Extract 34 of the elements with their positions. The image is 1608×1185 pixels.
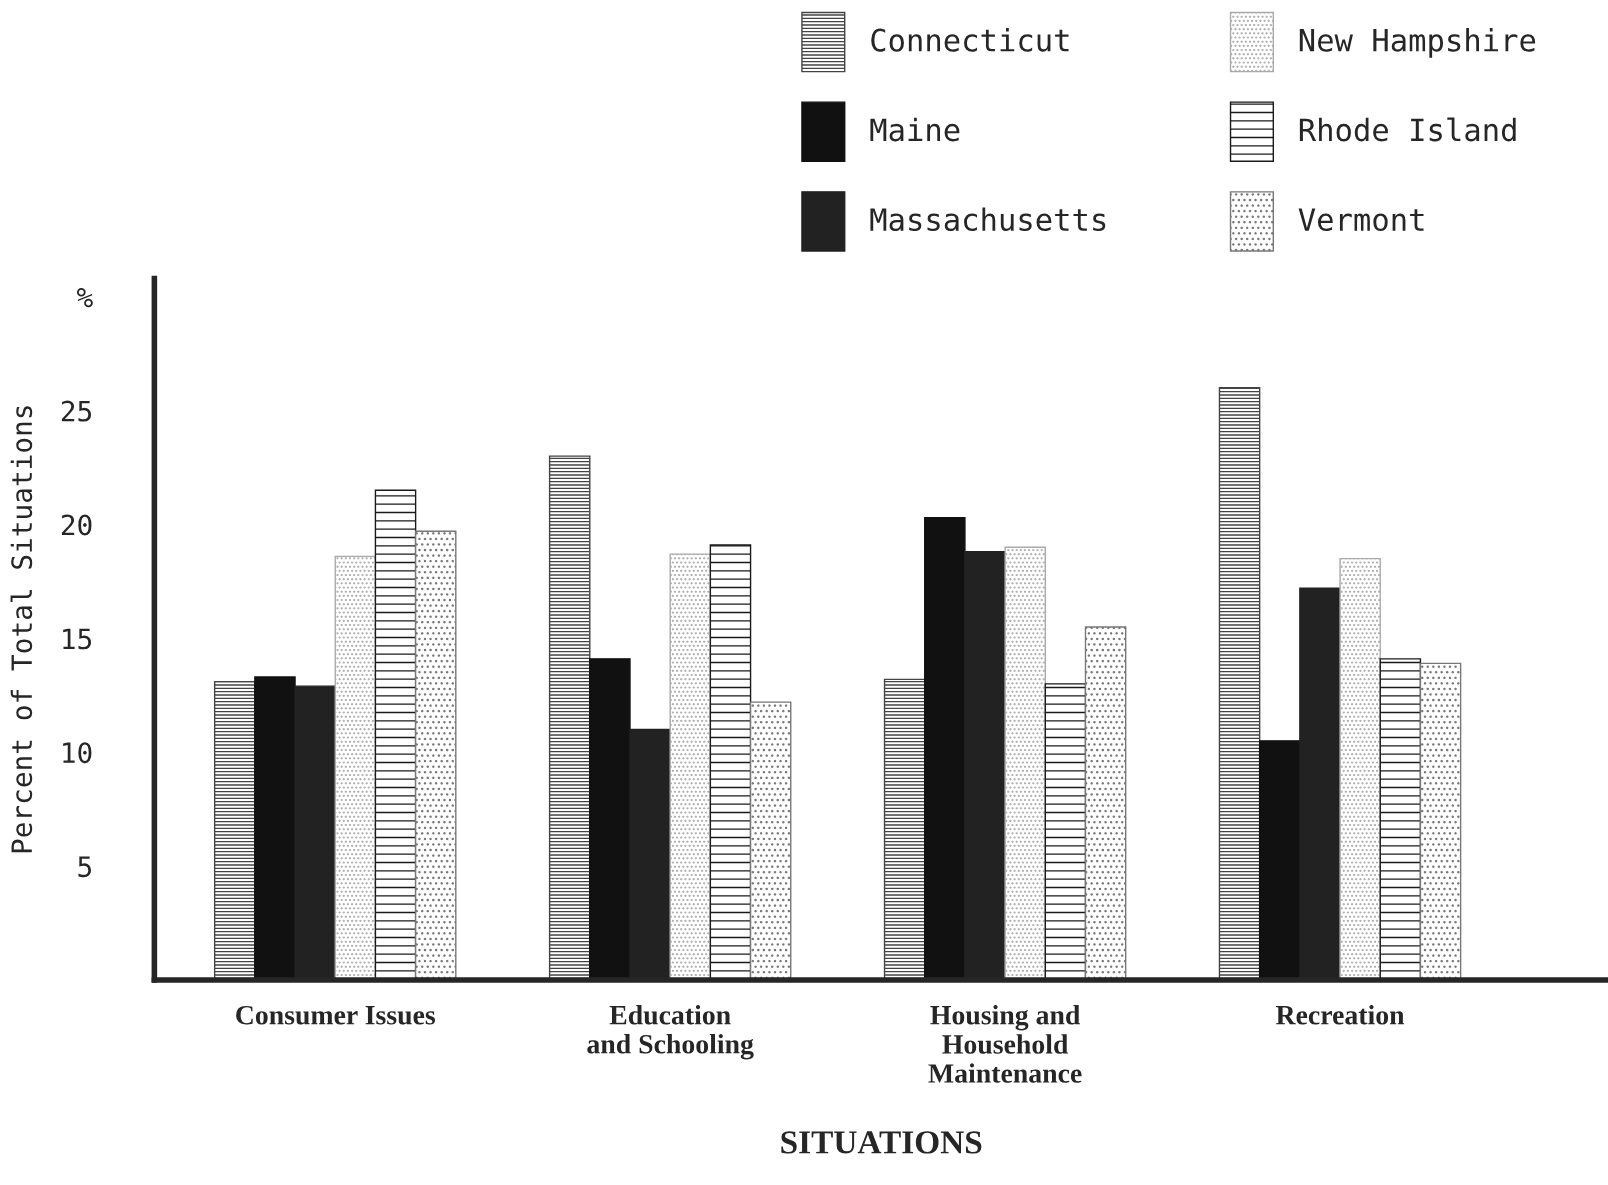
bar <box>548 455 591 980</box>
y-axis-title: Percent of Total Situations <box>10 406 33 853</box>
bar <box>334 555 377 980</box>
legend-label: Massachusetts <box>870 207 1106 232</box>
bar <box>254 676 296 980</box>
legend-label: Maine <box>870 117 960 142</box>
legend-label: Vermont <box>1298 208 1424 232</box>
bar <box>924 516 966 980</box>
x-tick-label: Housing and Household Maintenance <box>928 1005 1082 1083</box>
legend-label: Connecticut <box>871 28 1069 52</box>
y-tick-label: 5 <box>78 856 92 878</box>
bar <box>414 530 457 980</box>
bar <box>1084 626 1127 980</box>
x-tick-label: Education and Schooling <box>587 1005 754 1060</box>
y-tick-label: 25 <box>61 400 92 422</box>
bar <box>669 553 712 980</box>
legend-label: New Hampshire <box>1299 28 1536 58</box>
y-tick-label: 10 <box>63 742 92 764</box>
bar <box>749 701 792 980</box>
x-tick-label: Recreation <box>1275 1005 1405 1025</box>
bar <box>1258 740 1301 980</box>
bar <box>883 678 926 980</box>
bar <box>1339 557 1381 980</box>
x-tick-label: Consumer Issues <box>236 1005 436 1025</box>
legend-label: Rhode Island <box>1299 117 1516 142</box>
bar <box>1419 662 1462 980</box>
y-tick-label: 15 <box>63 628 92 650</box>
bar <box>1004 546 1046 980</box>
x-axis-title: SITUATIONS <box>781 1131 982 1154</box>
y-tick-label: % <box>76 287 93 308</box>
bar <box>589 658 631 980</box>
y-tick-label: 20 <box>61 514 92 536</box>
bar <box>1218 387 1261 980</box>
bar <box>213 680 256 980</box>
